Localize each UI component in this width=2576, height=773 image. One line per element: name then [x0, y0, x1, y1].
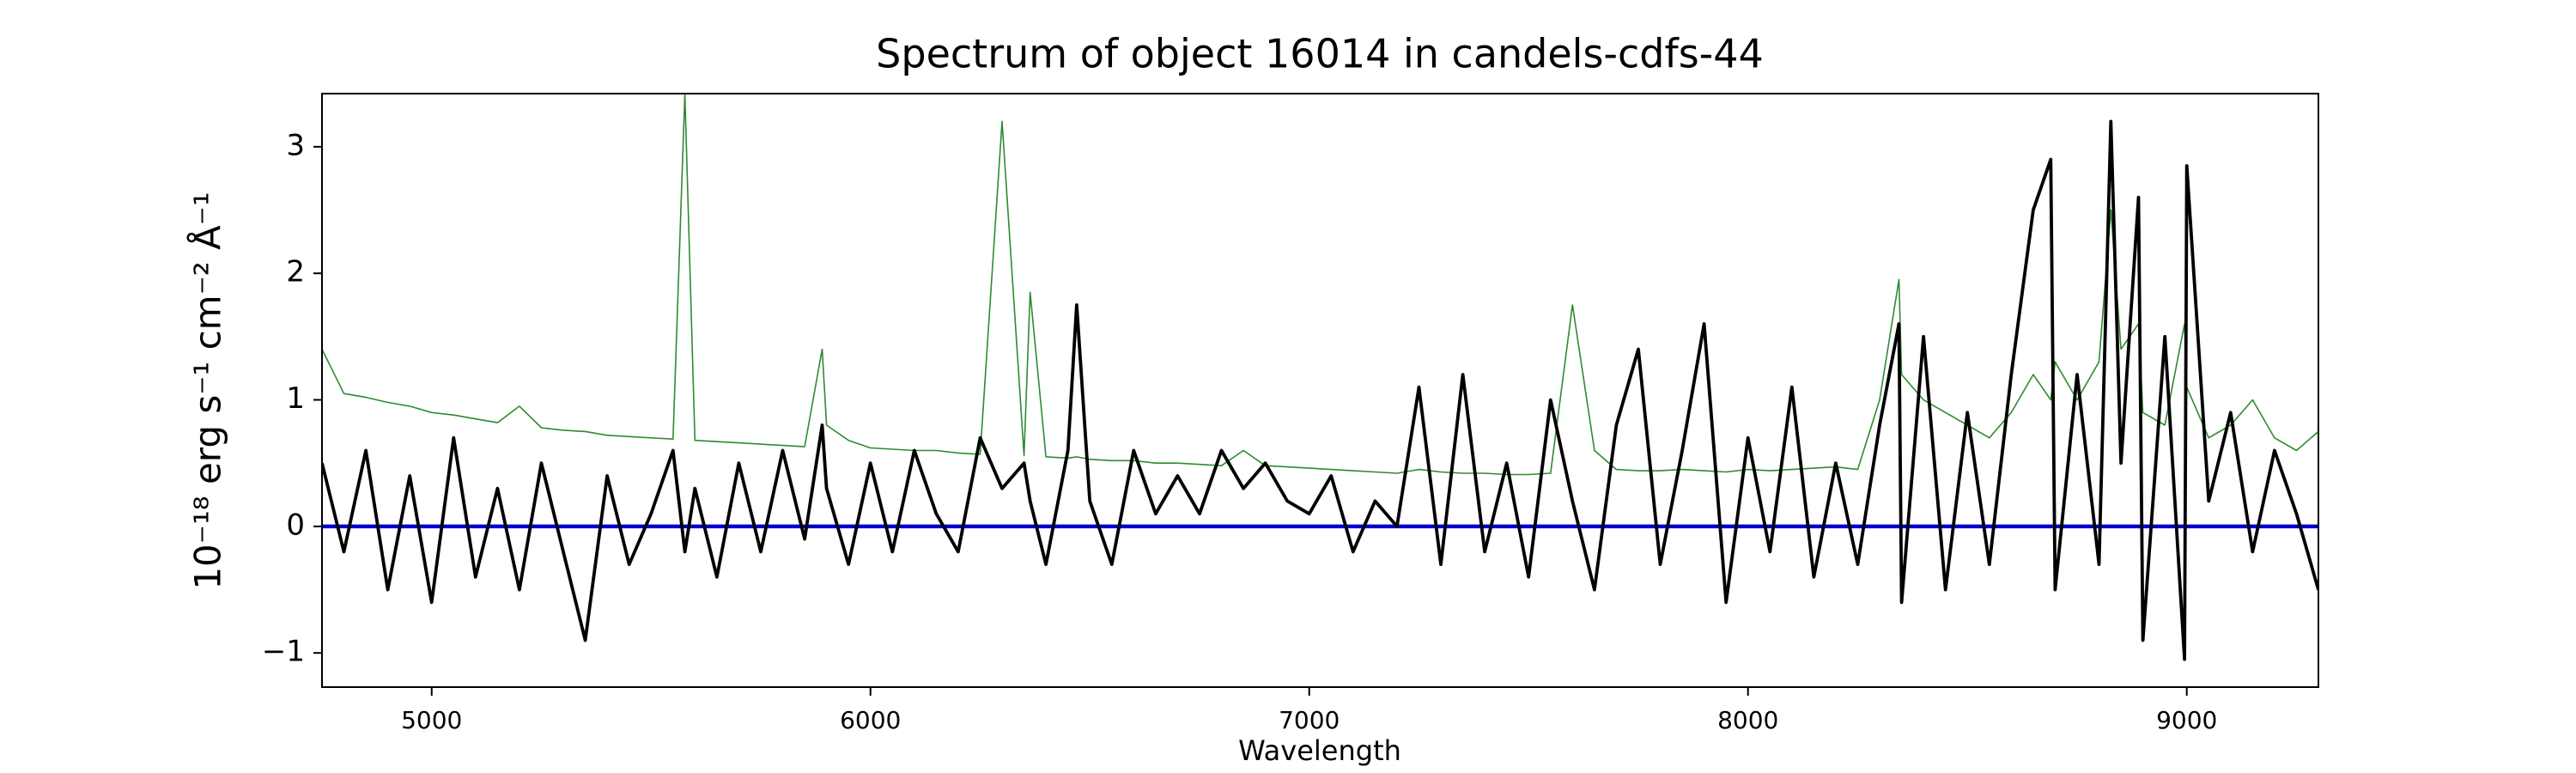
x-tick-label: 7000: [1279, 706, 1340, 734]
y-tick-label: −1: [262, 635, 305, 669]
spectrum-line: [322, 94, 2318, 476]
spectrum-line: [322, 119, 2318, 661]
x-tick-label: 5000: [401, 706, 462, 734]
y-tick-label: 1: [286, 381, 305, 416]
axes-frame: [321, 93, 2319, 688]
y-axis-label: 10⁻¹⁸ erg s⁻¹ cm⁻² Å⁻¹: [186, 192, 229, 589]
y-tick-label: 3: [286, 128, 305, 162]
y-tick-label: 0: [286, 508, 305, 542]
chart-title: Spectrum of object 16014 in candels-cdfs…: [876, 31, 1764, 77]
x-tick-label: 6000: [840, 706, 901, 734]
x-tick-label: 8000: [1717, 706, 1778, 734]
x-tick-label: 9000: [2156, 706, 2217, 734]
x-axis-label: Wavelength: [1238, 734, 1401, 767]
plot-area: [322, 94, 2318, 661]
y-tick-label: 2: [286, 255, 305, 289]
